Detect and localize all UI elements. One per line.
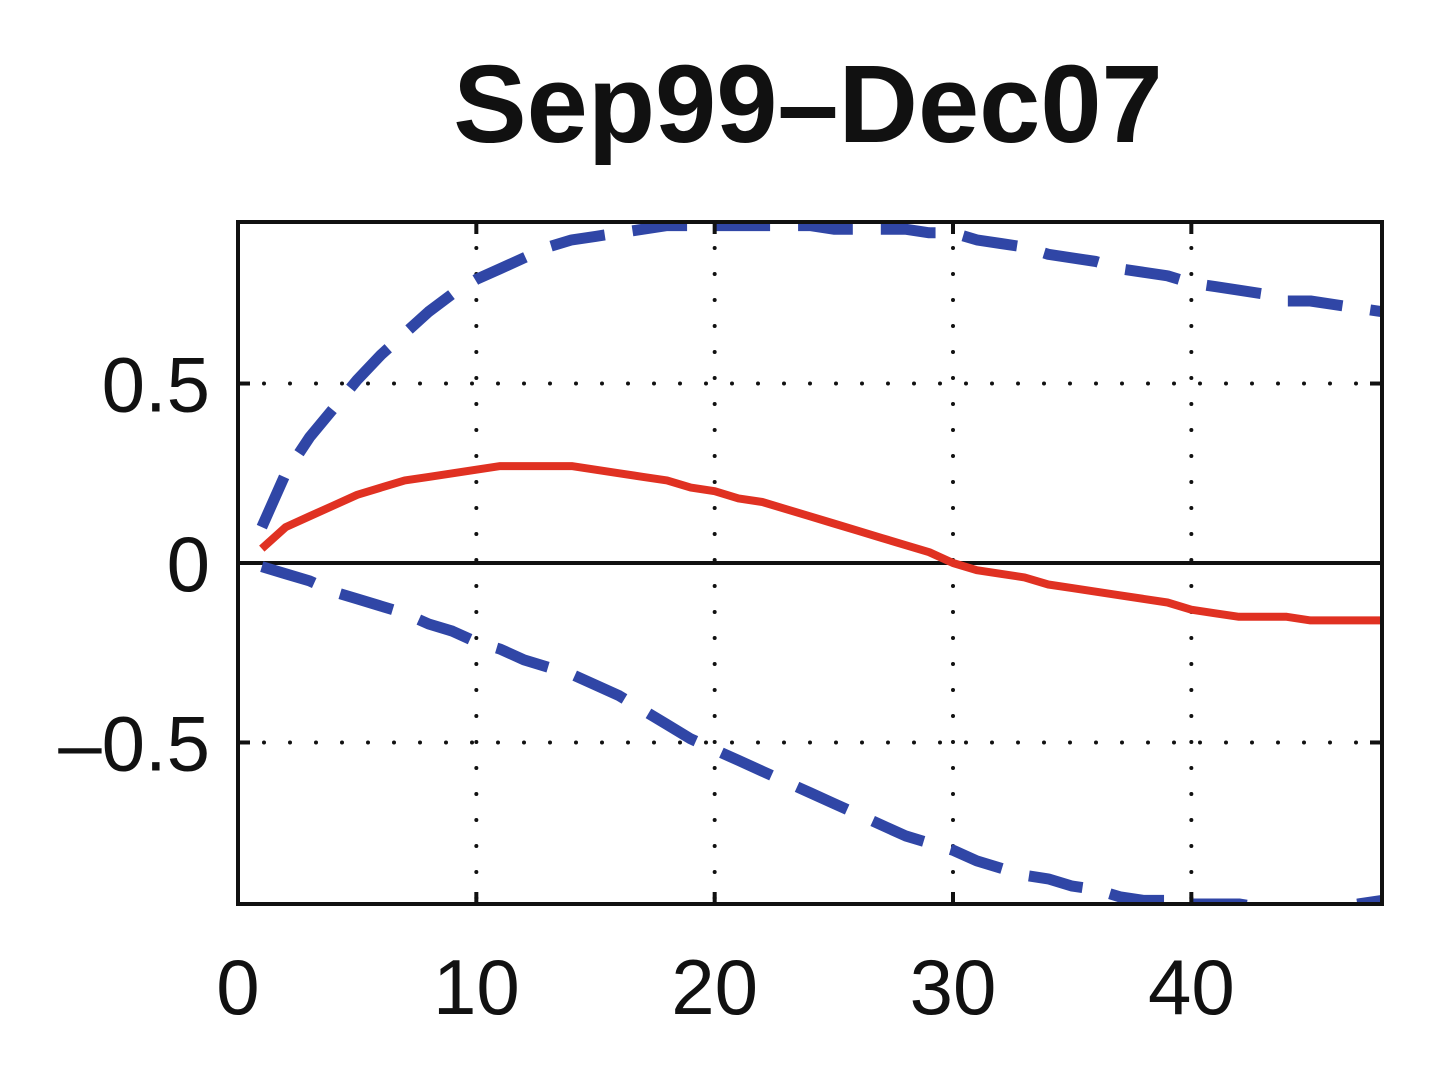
tick-marks — [236, 222, 1382, 904]
chart-title: Sep99–Dec07 — [453, 43, 1162, 166]
grid-lines — [236, 220, 1384, 906]
x-tick-label: 30 — [910, 943, 997, 1031]
upper-band-line — [256, 222, 1382, 530]
x-tick-label: 0 — [216, 943, 259, 1031]
x-tick-label: 20 — [671, 943, 758, 1031]
x-tick-label: 10 — [433, 943, 520, 1031]
y-tick-label: 0.5 — [102, 341, 210, 429]
x-tick-label: 40 — [1148, 943, 1235, 1031]
x-axis-tick-labels: 0 10 20 30 40 — [216, 943, 1234, 1031]
series-group — [256, 222, 1382, 904]
response-line — [259, 462, 1382, 625]
y-tick-label: 0 — [167, 520, 210, 608]
y-axis-tick-labels: –0.5 0 0.5 — [58, 341, 210, 788]
y-tick-label: –0.5 — [58, 699, 210, 787]
lower-band-line — [260, 561, 1382, 904]
